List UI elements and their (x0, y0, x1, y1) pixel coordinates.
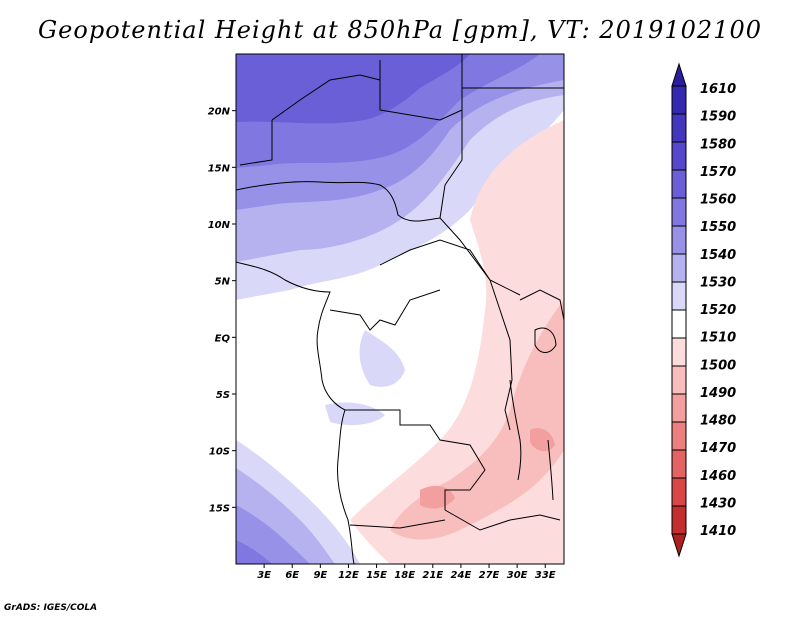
border-drc-east (489, 279, 513, 431)
coastline-west (236, 261, 355, 564)
colorbar-label: 1590 (700, 110, 736, 125)
lat-tick-label: EQ (215, 333, 231, 344)
colorbar-segment (671, 393, 687, 423)
border-north-b (239, 120, 273, 166)
colorbar-segment (671, 449, 687, 479)
colorbar-segment (671, 197, 687, 227)
colorbar-segment (671, 337, 687, 367)
lake-malawi (547, 439, 554, 501)
colorbar-label: 1530 (700, 275, 736, 290)
border-sahel (236, 181, 441, 222)
colorbar-label: 1550 (700, 220, 736, 235)
colorbar-label: 1610 (700, 82, 736, 97)
field-1540-sw (236, 505, 310, 564)
lat-tick-label: 20N (208, 107, 231, 118)
colorbar-label: 1410 (700, 524, 736, 539)
colorbar-label: 1480 (700, 414, 736, 429)
border-zambia (444, 509, 561, 531)
colorbar-segment (671, 505, 687, 535)
colorbar-label: 1510 (700, 331, 736, 346)
map-title: Geopotential Height at 850hPa [gpm], VT:… (38, 16, 762, 44)
lon-tick-label: 30E (507, 570, 528, 581)
colorbar-segment (671, 141, 687, 171)
colorbar-segment (671, 113, 687, 143)
border-libya-sudan (379, 54, 463, 121)
lon-tick-label: 6E (285, 570, 299, 581)
border-congo (329, 289, 441, 331)
lon-tick-label: 24E (451, 570, 472, 581)
lake-victoria (534, 327, 557, 353)
colorbar-label: 1560 (700, 193, 736, 208)
grads-credit: GrADS: IGES/COLA (4, 603, 98, 613)
height-field (236, 54, 564, 564)
colorbar-segment (671, 365, 687, 395)
lake-tanganyika (509, 379, 522, 481)
field-1560 (236, 54, 470, 124)
lat-tick-label: 10S (209, 447, 230, 458)
border-drc-angola (345, 409, 486, 510)
lon-tick-label: 18E (394, 570, 415, 581)
colorbar-bottom-arrow (671, 533, 687, 558)
lon-tick-label: 15E (366, 570, 387, 581)
lat-tick-label: 5S (216, 390, 230, 401)
lon-tick-label: 21E (422, 570, 443, 581)
lon-tick-label: 9E (313, 570, 327, 581)
colorbar-segment (671, 253, 687, 283)
colorbar-label: 1500 (700, 358, 736, 373)
lon-tick-label: 33E (535, 570, 556, 581)
colorbar-label: 1570 (700, 165, 736, 180)
colorbar-segment (671, 421, 687, 451)
colorbar-segment (671, 477, 687, 507)
colorbar-top-arrow (671, 62, 687, 87)
border-north-a (271, 74, 381, 121)
colorbar-segment (671, 225, 687, 255)
colorbar-label: 1540 (700, 248, 736, 263)
colorbar-segment (671, 309, 687, 339)
lon-tick-label: 27E (479, 570, 500, 581)
colorbar-segment (671, 281, 687, 311)
country-borders (236, 54, 564, 564)
lat-tick-label: 5N (215, 277, 231, 288)
colorbar-label: 1470 (700, 441, 736, 456)
colorbar-label: 1580 (700, 137, 736, 152)
colorbar-label: 1460 (700, 469, 736, 484)
border-car-drc (379, 239, 491, 281)
border-angola-namibia (349, 519, 446, 529)
field-1480 (420, 485, 455, 509)
field-1520-patch-b (325, 402, 385, 426)
lon-tick-label: 3E (257, 570, 271, 581)
border-tanzania (519, 289, 564, 321)
lat-tick-label: 15S (209, 503, 230, 514)
colorbar: 1610 1590 1580 1570 1560 1550 1540 1530 1520 1510… (671, 62, 736, 558)
colorbar-label: 1520 (700, 303, 736, 318)
colorbar-label: 1490 (700, 386, 736, 401)
lat-ticks: 20N 15N 10N 5N EQ 5S 10S 15S (208, 107, 236, 514)
colorbar-segment (671, 169, 687, 199)
lat-tick-label: 15N (208, 163, 231, 174)
lat-tick-label: 10N (208, 220, 231, 231)
map-frame (235, 53, 565, 565)
field-1550-sw (236, 540, 272, 564)
colorbar-label: 1430 (700, 496, 736, 511)
lon-ticks: 3E 6E 9E 12E 15E 18E 21E 24E 27E 30E 33E (257, 564, 556, 581)
colorbar-segment (671, 85, 687, 115)
field-1520-patch (359, 330, 405, 387)
field-1490 (390, 300, 564, 540)
lon-tick-label: 12E (338, 570, 359, 581)
